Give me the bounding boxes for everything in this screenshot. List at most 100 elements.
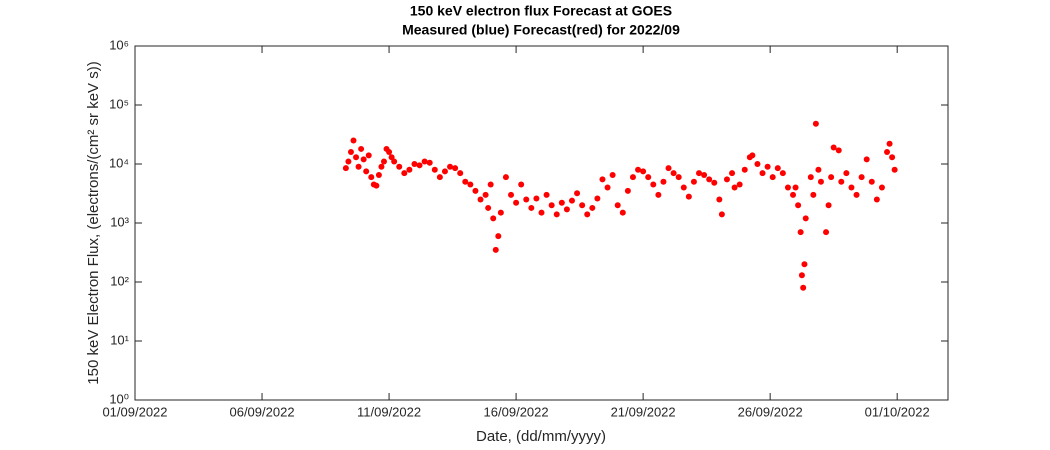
data-point xyxy=(729,170,736,177)
data-point xyxy=(558,199,565,206)
data-point xyxy=(670,170,677,177)
data-point xyxy=(792,184,799,191)
data-point xyxy=(830,144,837,151)
data-point xyxy=(798,272,805,279)
data-point xyxy=(800,284,807,291)
data-point xyxy=(416,162,423,169)
data-point xyxy=(347,148,354,155)
y-tick-label: 10¹ xyxy=(110,332,129,347)
data-point xyxy=(835,147,842,154)
y-axis-label: 150 keV Electron Flux, (electrons/(cm² s… xyxy=(85,61,102,384)
data-point xyxy=(690,178,697,185)
data-point xyxy=(843,170,850,177)
x-tick-label: 06/09/2022 xyxy=(229,404,294,419)
y-tick-label: 10² xyxy=(110,273,129,288)
y-tick-label: 10⁵ xyxy=(109,96,129,111)
x-tick-label: 26/09/2022 xyxy=(738,404,803,419)
chart-title: 150 keV electron flux Forecast at GOES xyxy=(410,3,672,19)
data-point xyxy=(741,166,748,173)
data-point xyxy=(396,163,403,170)
data-point xyxy=(538,209,545,216)
data-point xyxy=(736,181,743,188)
data-point xyxy=(675,174,682,181)
data-point xyxy=(482,191,489,198)
data-point xyxy=(711,179,718,186)
data-point xyxy=(645,174,652,181)
data-point xyxy=(553,211,560,218)
data-point xyxy=(655,191,662,198)
data-point xyxy=(619,209,626,216)
data-point xyxy=(807,174,814,181)
data-point xyxy=(363,168,370,175)
data-point xyxy=(386,148,393,155)
data-point xyxy=(375,172,382,179)
data-point xyxy=(696,170,703,177)
x-tick-label: 21/09/2022 xyxy=(611,404,676,419)
data-point xyxy=(774,165,781,172)
data-point xyxy=(665,165,672,172)
data-point xyxy=(528,204,535,211)
data-point xyxy=(706,176,713,183)
data-point xyxy=(380,158,387,165)
data-point xyxy=(624,187,631,194)
x-tick-label: 11/09/2022 xyxy=(357,404,421,419)
data-point xyxy=(594,195,601,202)
data-point xyxy=(513,199,520,206)
data-point xyxy=(779,170,786,177)
data-point xyxy=(650,181,657,188)
data-point xyxy=(817,178,824,185)
data-point xyxy=(609,172,616,179)
data-point xyxy=(497,209,504,216)
data-point xyxy=(838,178,845,185)
data-point xyxy=(391,158,398,165)
data-point xyxy=(355,163,362,170)
data-point xyxy=(858,174,865,181)
data-point xyxy=(886,140,893,147)
data-point xyxy=(421,158,428,165)
data-point xyxy=(889,154,896,161)
data-point xyxy=(718,211,725,218)
x-tick-label: 16/09/2022 xyxy=(484,404,549,419)
data-point xyxy=(801,261,808,268)
x-axis-label: Date, (dd/mm/yyyy) xyxy=(476,428,606,445)
data-point xyxy=(447,163,454,170)
data-point xyxy=(604,184,611,191)
data-point xyxy=(828,174,835,181)
data-point xyxy=(568,197,575,204)
data-point xyxy=(589,204,596,211)
data-point xyxy=(812,120,819,127)
data-point xyxy=(574,190,581,197)
data-point xyxy=(823,229,830,236)
y-tick-label: 10⁰ xyxy=(109,391,129,406)
data-point xyxy=(868,178,875,185)
data-point xyxy=(614,202,621,209)
data-point xyxy=(401,170,408,177)
data-point xyxy=(490,215,497,222)
data-point xyxy=(365,152,372,159)
data-point xyxy=(640,168,647,175)
data-point xyxy=(873,196,880,203)
data-point xyxy=(810,191,817,198)
data-point xyxy=(508,191,515,198)
data-point xyxy=(863,156,870,163)
data-point xyxy=(467,181,474,188)
data-point xyxy=(518,181,525,188)
data-point xyxy=(342,165,349,172)
data-point xyxy=(764,163,771,170)
data-point xyxy=(884,148,891,155)
data-point xyxy=(685,193,692,200)
data-point xyxy=(716,196,723,203)
chart-subtitle: Measured (blue) Forecast(red) for 2022/0… xyxy=(402,22,680,38)
data-point xyxy=(487,181,494,188)
data-point xyxy=(353,154,360,161)
data-point xyxy=(599,176,606,183)
data-point xyxy=(795,202,802,209)
data-point xyxy=(784,184,791,191)
data-point xyxy=(485,204,492,211)
data-point xyxy=(635,166,642,173)
data-point xyxy=(345,158,352,165)
data-point xyxy=(815,166,822,173)
data-point xyxy=(533,195,540,202)
data-point xyxy=(462,178,469,185)
